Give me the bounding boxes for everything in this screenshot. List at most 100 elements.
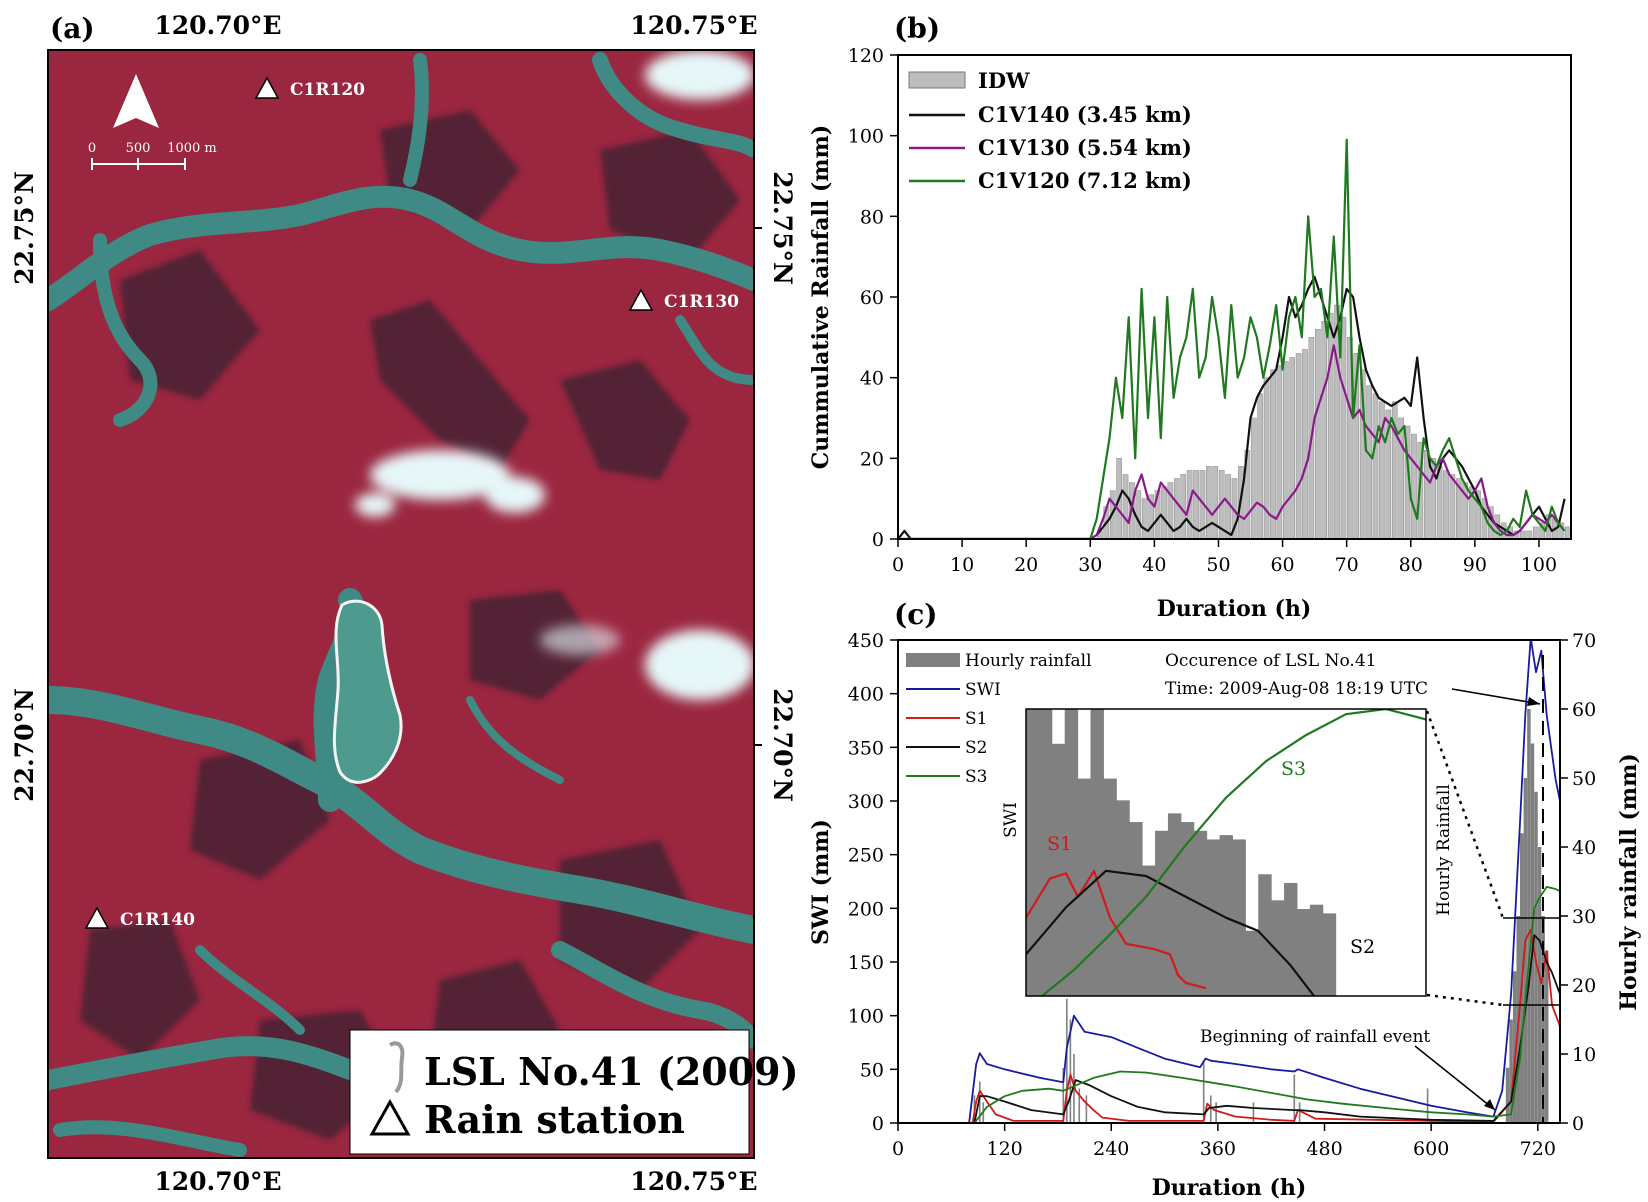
inset-s2-label: S2: [1350, 936, 1375, 958]
inset-series-lines: [1026, 709, 1426, 996]
idw-bar: [1359, 369, 1366, 539]
rain-bar: [1062, 1067, 1065, 1123]
idw-bar: [1366, 385, 1372, 539]
x-tick-label: 0: [892, 554, 904, 576]
x-tick-label: 30: [1078, 554, 1102, 576]
rain-bar: [1509, 1019, 1513, 1123]
panel-b-x-ticks: 0 10 20 30 40 50 60 70 80 90 100: [892, 539, 1557, 576]
idw-bar: [1282, 361, 1289, 539]
panel-b-y-ticks: 0 20 40 60 80 100 120: [848, 45, 898, 551]
legend-s1-label: S1: [965, 709, 987, 729]
rain-station-legend-icon: [369, 1098, 411, 1136]
legend-idw-label: IDW: [978, 68, 1030, 93]
right-y-tick-label: 50: [1572, 768, 1596, 790]
rain-bar: [1209, 1095, 1212, 1123]
x-tick-label: 80: [1399, 554, 1423, 576]
y-tick-label: 60: [860, 287, 884, 309]
inset-rain-bar: [1155, 830, 1169, 996]
series-line-swi: [898, 640, 1560, 1123]
idw-bar: [1212, 466, 1219, 539]
idw-bar: [1443, 470, 1449, 539]
north-arrow-icon: [113, 74, 159, 128]
panel-c-series-lines: [898, 640, 1560, 1123]
inset-rain-bar: [1167, 813, 1182, 996]
map-legend: LSL No.41 (2009) Rain station: [349, 1029, 799, 1155]
occurrence-time: Time: 2009-Aug-08 18:19 UTC: [1165, 679, 1428, 699]
right-y-tick-label: 30: [1572, 906, 1596, 928]
y-tick-label: 120: [848, 45, 884, 67]
legend-hourly-rainfall-swatch: [906, 653, 960, 667]
x-tick-label: 20: [1014, 554, 1038, 576]
right-y-tick-label: 40: [1572, 837, 1596, 859]
idw-bar: [1456, 478, 1462, 539]
station-label: C1R120: [290, 80, 365, 100]
x-tick-label: 0: [892, 1138, 904, 1160]
idw-bar: [1340, 316, 1347, 539]
y-tick-label: 250: [848, 845, 884, 867]
idw-bar: [1520, 530, 1526, 539]
scale-bar: 0 500 1000 m: [88, 141, 217, 170]
inset-rain-bar: [1116, 800, 1130, 996]
inset-s3-label: S3: [1281, 758, 1306, 780]
x-tick-label: 90: [1463, 554, 1487, 576]
idw-bar: [1564, 526, 1571, 539]
station-label: C1R140: [120, 910, 195, 930]
x-tick-label: 50: [1206, 554, 1230, 576]
series-line-1: [898, 344, 1566, 539]
idw-bar: [1141, 498, 1148, 539]
legend-c1v120-label: C1V120 (7.12 km): [978, 168, 1192, 193]
right-y-tick-label: 60: [1572, 699, 1596, 721]
inset-frame: [1025, 708, 1427, 997]
inset-rain-bar: [1038, 709, 1053, 996]
occurrence-arrowhead-icon: [1527, 697, 1540, 706]
right-y-tick-label: 10: [1572, 1044, 1596, 1066]
panel-b-legend: IDW C1V140 (3.45 km) C1V130 (5.54 km) C1…: [908, 68, 1192, 193]
series-line-s3: [898, 886, 1560, 1123]
legend-station-label: Rain station: [424, 1097, 685, 1142]
inset-rain-bar: [1296, 909, 1311, 996]
series-line-2: [898, 138, 1566, 539]
rain-bar: [1527, 709, 1531, 1123]
idw-bar: [1263, 377, 1270, 539]
beginning-annotation: Beginning of rainfall event: [1200, 1027, 1430, 1047]
idw-bar: [1347, 337, 1353, 539]
x-tick-label: 60: [1270, 554, 1294, 576]
idw-bar: [1411, 433, 1417, 539]
idw-bar: [1475, 490, 1481, 539]
right-y-tick-label: 20: [1572, 975, 1596, 997]
inset-rain-bar: [1271, 900, 1285, 996]
right-y-tick-label: 0: [1572, 1113, 1584, 1135]
panel-c-label: (c): [894, 598, 938, 631]
rain-bar: [1293, 1074, 1296, 1123]
rain-bar: [1512, 971, 1517, 1123]
panel-a-label: (a): [50, 12, 95, 45]
legend-swi-label: SWI: [965, 680, 1001, 700]
landslide-outline: [332, 599, 403, 784]
y-tick-label: 0: [872, 1113, 884, 1135]
y-tick-label: 300: [848, 791, 884, 813]
idw-bar: [1270, 369, 1276, 539]
inset-chart: SWI Hourly Rainfall S1 S2 S3: [1001, 708, 1454, 997]
inset-ylabel-right: Hourly Rainfall: [1434, 784, 1454, 916]
panel-c-xlabel: Duration (h): [1152, 1175, 1307, 1201]
river-network: [48, 52, 754, 1157]
lat-label-left-1: 22.75°N: [10, 171, 39, 285]
scale-label-1000: 1000 m: [167, 141, 217, 156]
idw-bar: [1391, 401, 1398, 539]
inset-rain-bar: [1193, 830, 1208, 996]
idw-bar: [1122, 474, 1129, 539]
y-tick-label: 450: [848, 630, 884, 652]
idw-bar: [1372, 393, 1379, 539]
series-line-s2: [898, 934, 1560, 1123]
rain-bar: [1066, 998, 1068, 1123]
idw-bar: [1449, 474, 1456, 539]
y-tick-label: 80: [860, 206, 884, 228]
panel-b-ylabel: Cummulative Rainfall (mm): [808, 125, 834, 470]
rain-bar: [1073, 1054, 1075, 1123]
station-triangle-icon: [84, 906, 110, 929]
idw-bar: [1135, 490, 1142, 539]
occurrence-arrow: [1451, 688, 1541, 705]
rain-bar: [1252, 1102, 1255, 1123]
idw-bar: [1353, 353, 1360, 539]
inset-rain-bar: [1284, 882, 1298, 996]
